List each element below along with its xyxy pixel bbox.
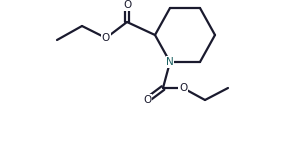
Text: O: O — [143, 95, 151, 105]
Text: O: O — [102, 33, 110, 43]
Text: O: O — [123, 0, 131, 10]
Text: O: O — [179, 83, 187, 93]
Text: N: N — [166, 57, 174, 67]
